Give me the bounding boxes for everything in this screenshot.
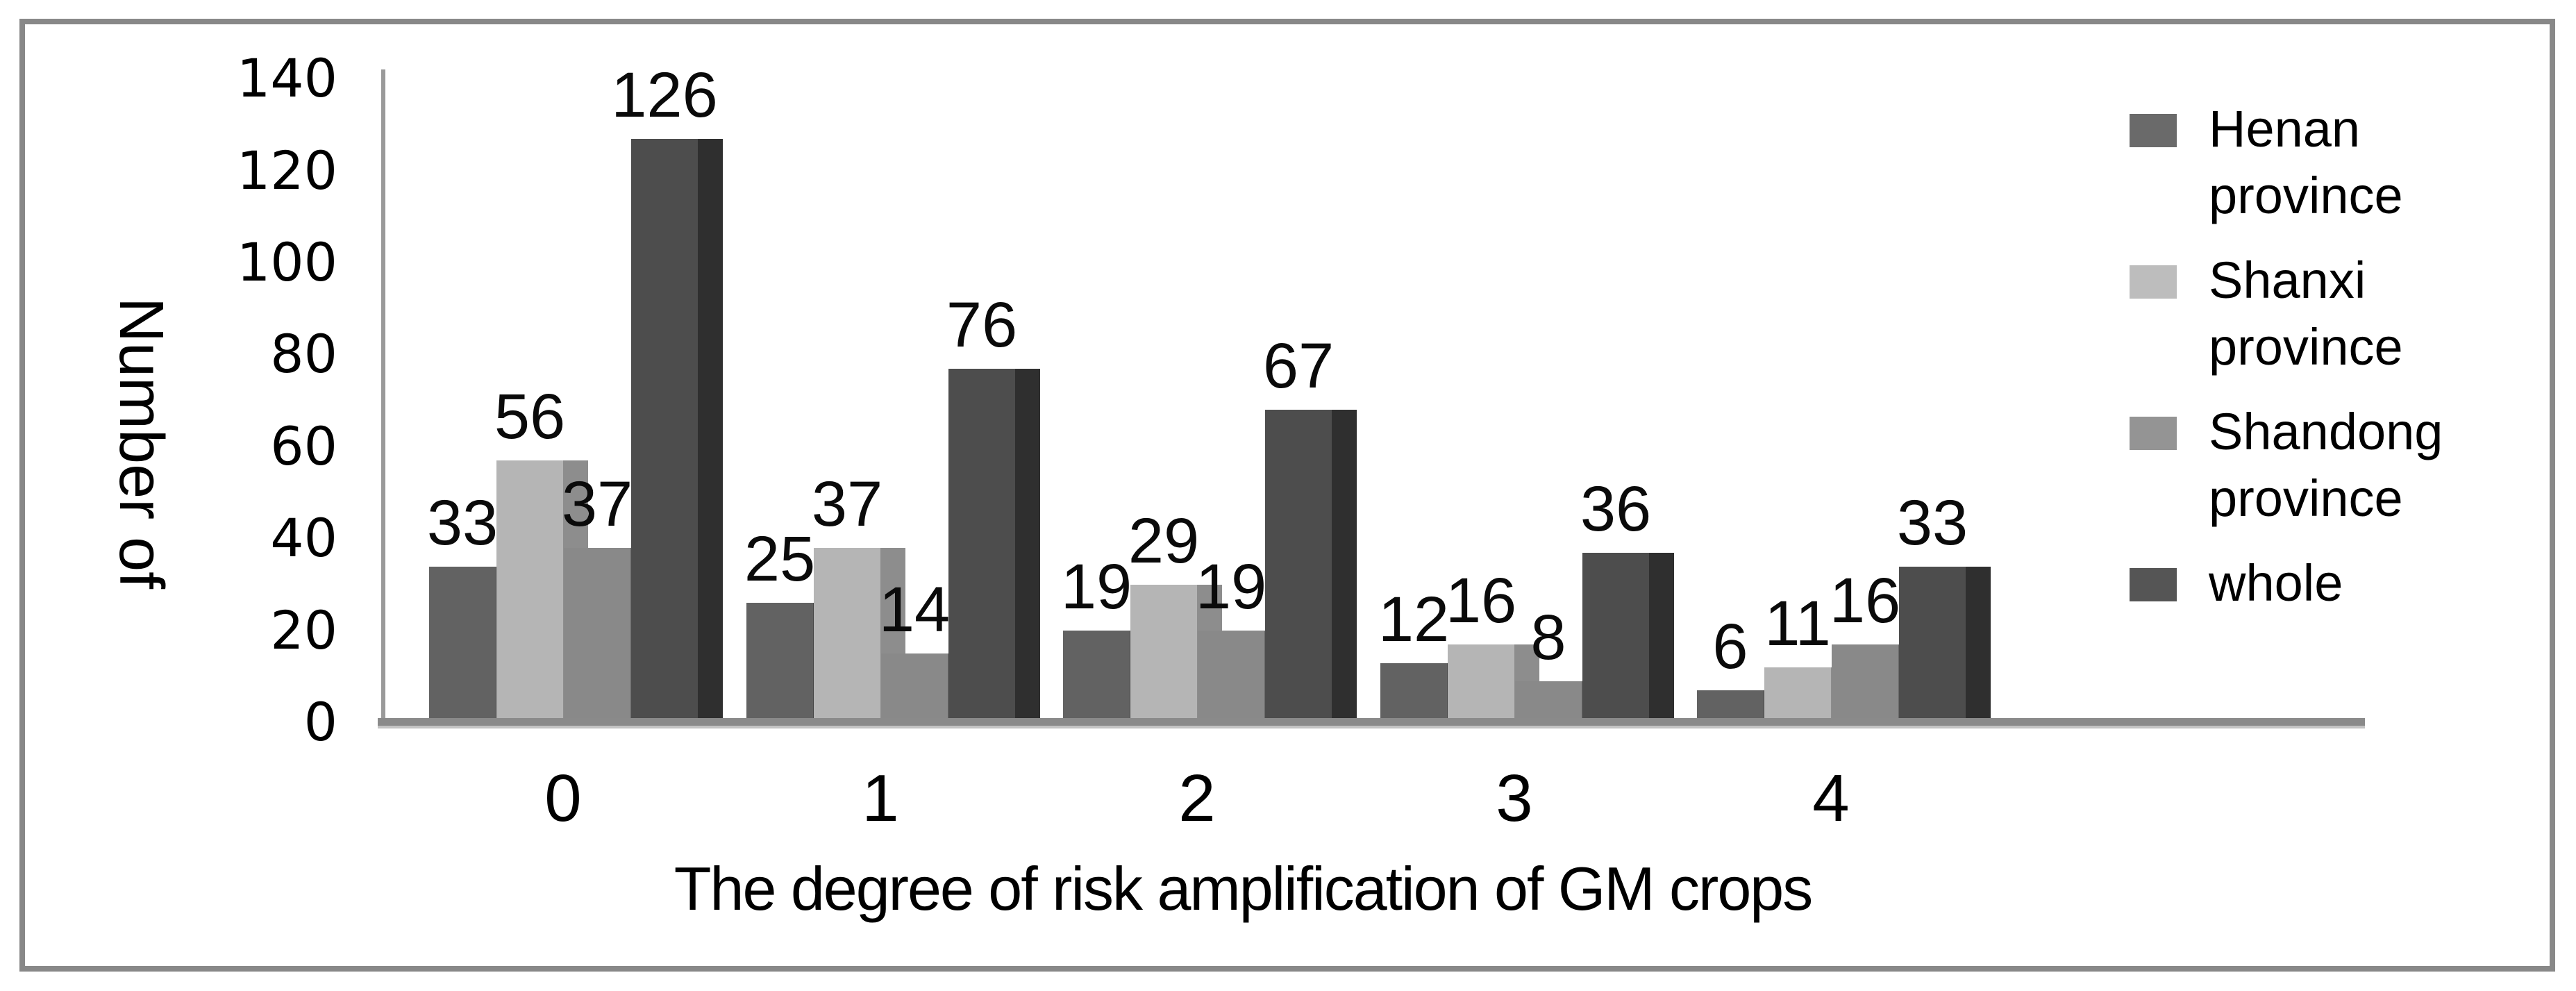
data-label-series0-cat4: 6 xyxy=(1712,611,1748,682)
y-tick-label-80: 80 xyxy=(270,323,337,385)
data-label-series0-cat3: 12 xyxy=(1378,584,1450,655)
data-label-series1-cat2: 29 xyxy=(1128,506,1200,576)
data-label-series3-cat0: 126 xyxy=(611,60,718,131)
x-axis-title: The degree of risk amplification of GM c… xyxy=(674,854,1813,923)
data-label-series2-cat3: 8 xyxy=(1530,602,1566,673)
y-tick-label-20: 20 xyxy=(270,599,337,661)
legend-swatch-shandong-icon xyxy=(2130,417,2177,450)
data-label-series1-cat3: 16 xyxy=(1445,565,1517,636)
x-tick-label-1: 1 xyxy=(862,761,899,835)
bar-series3-cat4 xyxy=(1899,567,1991,718)
x-axis-line xyxy=(378,718,2365,728)
data-label-series1-cat1: 37 xyxy=(811,469,883,540)
y-tick-label-40: 40 xyxy=(270,507,337,569)
legend-item-whole: whole xyxy=(2130,550,2518,617)
data-label-series1-cat0: 56 xyxy=(494,381,566,452)
legend-item-shanxi: Shanxi province xyxy=(2130,247,2518,381)
legend-label-whole: whole xyxy=(2209,554,2343,612)
data-label-series0-cat2: 19 xyxy=(1060,551,1132,622)
x-tick-label-3: 3 xyxy=(1496,761,1533,835)
y-tick-label-100: 100 xyxy=(236,231,337,293)
y-tick-label-0: 0 xyxy=(303,691,337,753)
data-label-series2-cat2: 19 xyxy=(1195,551,1267,622)
data-label-series3-cat3: 36 xyxy=(1580,474,1652,544)
legend-label-henan: Henan province xyxy=(2209,100,2403,224)
data-label-series0-cat1: 25 xyxy=(744,524,816,594)
legend-label-shanxi: Shanxi province xyxy=(2209,251,2403,376)
bar-series3-cat3 xyxy=(1582,553,1674,718)
y-tick-label-60: 60 xyxy=(270,415,337,477)
x-tick-label-4: 4 xyxy=(1812,761,1850,835)
bar-series3-cat2 xyxy=(1265,410,1357,718)
y-tick-label-120: 120 xyxy=(236,140,337,201)
bar-series3-cat0 xyxy=(631,139,723,718)
legend-label-shandong: Shandong province xyxy=(2209,403,2443,527)
y-tick-label-140: 140 xyxy=(236,47,337,109)
data-label-series2-cat0: 37 xyxy=(561,469,633,540)
data-label-series3-cat2: 67 xyxy=(1262,331,1335,401)
data-label-series3-cat1: 76 xyxy=(946,290,1018,360)
data-label-series2-cat4: 16 xyxy=(1829,565,1901,636)
x-tick-label-0: 0 xyxy=(544,761,582,835)
data-label-series0-cat0: 33 xyxy=(426,488,499,558)
bar-series3-cat1 xyxy=(948,369,1040,718)
data-label-series3-cat4: 33 xyxy=(1896,488,1968,558)
legend-item-henan: Henan province xyxy=(2130,96,2518,229)
legend-swatch-whole-icon xyxy=(2130,568,2177,601)
data-label-series1-cat4: 11 xyxy=(1764,588,1831,659)
legend-swatch-shanxi-icon xyxy=(2130,265,2177,299)
legend: Henan province Shanxi province Shandong … xyxy=(2130,96,2518,635)
legend-item-shandong: Shandong province xyxy=(2130,399,2518,532)
y-axis-title: Number of xyxy=(106,297,176,590)
data-label-series2-cat1: 14 xyxy=(878,574,951,645)
legend-swatch-henan-icon xyxy=(2130,114,2177,147)
x-tick-label-2: 2 xyxy=(1178,761,1216,835)
y-axis-line xyxy=(381,69,385,726)
